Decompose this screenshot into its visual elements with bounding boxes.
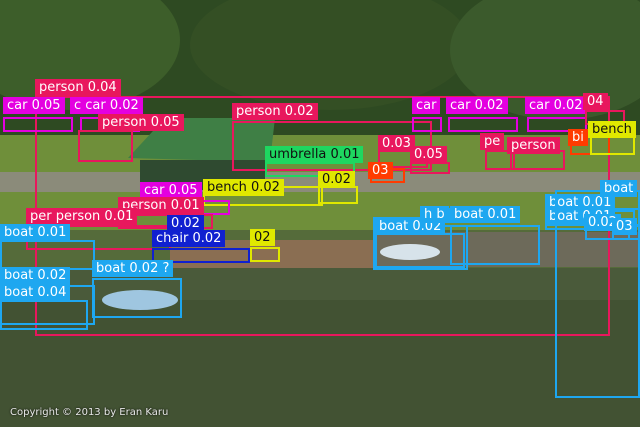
det-car-2-label: c car 0.02 (70, 97, 143, 114)
det-boat-11-label: boat (600, 180, 638, 197)
det-person-10-label: per person 0.01 (26, 208, 138, 225)
det-boat-3-label: boat 0.02 (0, 267, 71, 284)
det-boat-4-box (0, 300, 88, 330)
det-person-5-label: 0.03 (378, 135, 415, 152)
det-boat-5-box (92, 278, 182, 318)
det-boat-13-label: 03 (612, 218, 637, 235)
det-chair-2-label: chair 0.02 (152, 230, 226, 247)
det-car-5-label: car 0.02 (525, 97, 587, 114)
det-bench-4-label: 02 (250, 229, 275, 246)
det-boat-9-box (450, 225, 540, 265)
tree-right (450, 0, 640, 120)
det-umbrella-1-box (265, 162, 355, 177)
det-person-3-label: person 0.02 (232, 103, 318, 120)
det-car-3-label: car (412, 97, 441, 114)
det-bench-1-label: bench (588, 121, 636, 138)
det-boat-1-label: boat 0.01 (0, 224, 71, 241)
det-boat-11-box (555, 190, 640, 398)
det-person-1-label: person 0.04 (35, 79, 121, 96)
det-person-8-box (410, 162, 450, 174)
det-bird-1-label: bi (568, 129, 588, 146)
det-boat-2-label: boat 0.01 (545, 194, 616, 211)
det-boat-9-label: boat 0.01 (450, 206, 521, 223)
det-boat-5-label: boat 0.02 ? (92, 260, 174, 277)
water-reflection (0, 300, 640, 427)
det-chair-2-box (152, 248, 250, 263)
det-car-6-label: car 0.05 (140, 182, 202, 199)
det-car-4-box (448, 117, 518, 132)
copyright-watermark: Copyright © 2013 by Eran Karu (10, 407, 169, 418)
det-bench-2-label: bench 0.02 (203, 179, 284, 196)
tree-center (190, 0, 470, 110)
paddle-boat (102, 290, 178, 310)
det-person-4-label: 04 (583, 93, 608, 110)
det-car-1-box (3, 117, 73, 132)
det-boat-8-label: h b (420, 206, 449, 223)
det-car-4-label: car 0.02 (446, 97, 508, 114)
det-umbrella-1-label: umbrella 0.01 (265, 146, 364, 163)
det-bench-4-box (250, 247, 280, 262)
det-boat-12-label: 0.02 (584, 214, 621, 231)
det-person-9-label: person 0.01 (118, 197, 204, 214)
det-bench-3-label: 0.02 (318, 171, 355, 188)
det-bench-3-box (318, 186, 358, 204)
det-bird-2-label: 03 (368, 162, 393, 179)
det-bench-1-box (590, 135, 635, 155)
det-boat-1-box (0, 240, 95, 270)
det-person-2-box (78, 130, 133, 162)
det-person-6-label: pe (480, 133, 505, 150)
det-person-8-label: 0.05 (410, 146, 447, 163)
det-car-3-box (412, 117, 442, 132)
det-person-6-box (485, 150, 515, 170)
paddle-boat-right (380, 244, 440, 260)
det-person-2-label: person 0.05 (98, 114, 184, 131)
det-car-1-label: car 0.05 (3, 97, 65, 114)
det-person-7-label: person (507, 137, 560, 154)
det-boat-4-label: boat 0.04 (0, 284, 71, 301)
det-chair-1-label: 0.02 (167, 215, 204, 232)
